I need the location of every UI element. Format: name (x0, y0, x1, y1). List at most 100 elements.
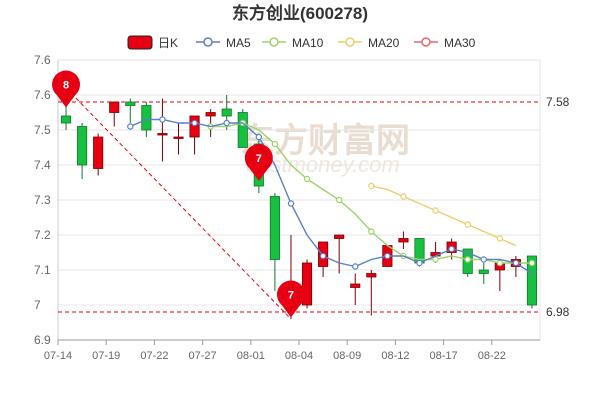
legend-label: 日K (158, 36, 178, 50)
ma5-point (191, 119, 198, 127)
candle (269, 193, 280, 291)
pin-head (276, 280, 305, 309)
ma10-point (271, 140, 279, 148)
candle-body (526, 255, 538, 306)
candle (77, 123, 88, 179)
ma10-point (368, 228, 375, 235)
ma5-point (223, 119, 230, 127)
candle-body (478, 269, 489, 274)
ma5-point (255, 133, 263, 141)
y-tick-label: 7.4 (34, 158, 51, 172)
moving-averages (127, 116, 536, 275)
legend-label: MA10 (292, 36, 324, 50)
candle-body (366, 273, 377, 278)
candle (93, 133, 104, 176)
candle-body (350, 283, 361, 288)
ma20-point (464, 221, 471, 228)
x-tick-label: 07-22 (140, 350, 168, 362)
trend-line (65, 87, 292, 320)
candle (237, 109, 248, 148)
ma10-point (528, 259, 536, 267)
pin-label: 7 (288, 290, 294, 302)
candle (478, 263, 489, 284)
candle-body (237, 112, 248, 148)
reference-label: 6.98 (546, 305, 570, 319)
candle-body (189, 115, 200, 138)
x-tick-label: 07-27 (189, 350, 217, 362)
candle-body (125, 101, 136, 106)
ma5-point (416, 259, 423, 267)
ma20-point (496, 235, 504, 242)
x-tick-label: 08-22 (478, 350, 506, 362)
ma10-point (432, 256, 439, 263)
legend-marker-icon (203, 37, 213, 47)
candle (205, 109, 216, 137)
ma5-point (384, 252, 391, 260)
price-pins: 8 7 7 (52, 70, 305, 318)
y-tick-label: 7.2 (34, 228, 51, 242)
y-tick-label: 7.5 (34, 123, 51, 137)
pin-label: 8 (63, 80, 69, 92)
x-tick-label: 08-12 (381, 350, 409, 362)
legend: 日K MA5 MA10 MA20 MA30 (127, 35, 476, 50)
ma20-point (368, 182, 375, 190)
x-tick-label: 08-04 (285, 350, 313, 362)
y-axis: 6.9 7 7.1 7.2 7.3 7.4 7.5 7.6 7.6 (34, 53, 51, 347)
candle-body (398, 238, 409, 243)
legend-label: MA20 (368, 36, 400, 50)
reference-label: 7.58 (546, 95, 570, 109)
y-tick-label: 7.6 (34, 88, 51, 102)
candle (366, 270, 377, 316)
x-axis: 07-14 07-19 07-22 07-27 08-01 08-04 08-09 08-12… (44, 339, 540, 362)
ma5-point (352, 263, 359, 270)
candle-body (109, 101, 120, 113)
x-tick-label: 07-14 (44, 350, 72, 362)
legend-candle-icon (127, 35, 153, 50)
ma5-point (159, 116, 166, 123)
candle-body (301, 262, 313, 306)
x-tick-label: 07-19 (92, 350, 120, 362)
candle-body (205, 112, 216, 117)
ma10-point (496, 259, 504, 267)
candle (350, 273, 361, 305)
candle-body (77, 126, 88, 166)
pin-head (52, 70, 81, 99)
ma10-point (303, 175, 311, 183)
pin-label: 7 (256, 153, 262, 165)
ma20-line (371, 185, 517, 247)
legend-marker-icon (421, 37, 431, 47)
candle (301, 259, 313, 309)
y-tick-label: 7.3 (34, 193, 51, 207)
y-tick-label: 7 (34, 298, 41, 312)
chart-title: 东方创业(600278) (232, 3, 368, 23)
candle-body (93, 136, 104, 169)
ma5-point (287, 200, 295, 207)
candle (125, 98, 136, 123)
candle-body (141, 105, 152, 131)
candle-body (334, 234, 345, 239)
pin-head (244, 144, 273, 172)
x-tick-label: 08-01 (237, 350, 265, 362)
diagonal-trend-line (65, 87, 292, 320)
candle (157, 98, 168, 162)
ma5-point (480, 256, 487, 263)
candle-body (60, 115, 72, 124)
reference-lines: 7.58 6.98 (58, 95, 570, 319)
candle (109, 101, 120, 127)
candle-body (157, 133, 168, 136)
x-tick-label: 08-17 (430, 350, 458, 362)
price-pin: 7 (276, 280, 305, 318)
legend-label: MA5 (226, 36, 251, 50)
candle (173, 123, 184, 155)
price-pin: 8 (52, 70, 81, 108)
ma5-point (127, 123, 134, 130)
ma5-point (448, 245, 455, 253)
x-tick-label: 08-09 (333, 350, 361, 362)
y-tick-label: 7.1 (34, 263, 51, 277)
price-pin: 7 (244, 144, 273, 181)
legend-marker-icon (345, 37, 355, 47)
ma10-point (464, 256, 471, 263)
candle-body (173, 136, 184, 139)
y-tick-label: 6.9 (34, 333, 51, 347)
